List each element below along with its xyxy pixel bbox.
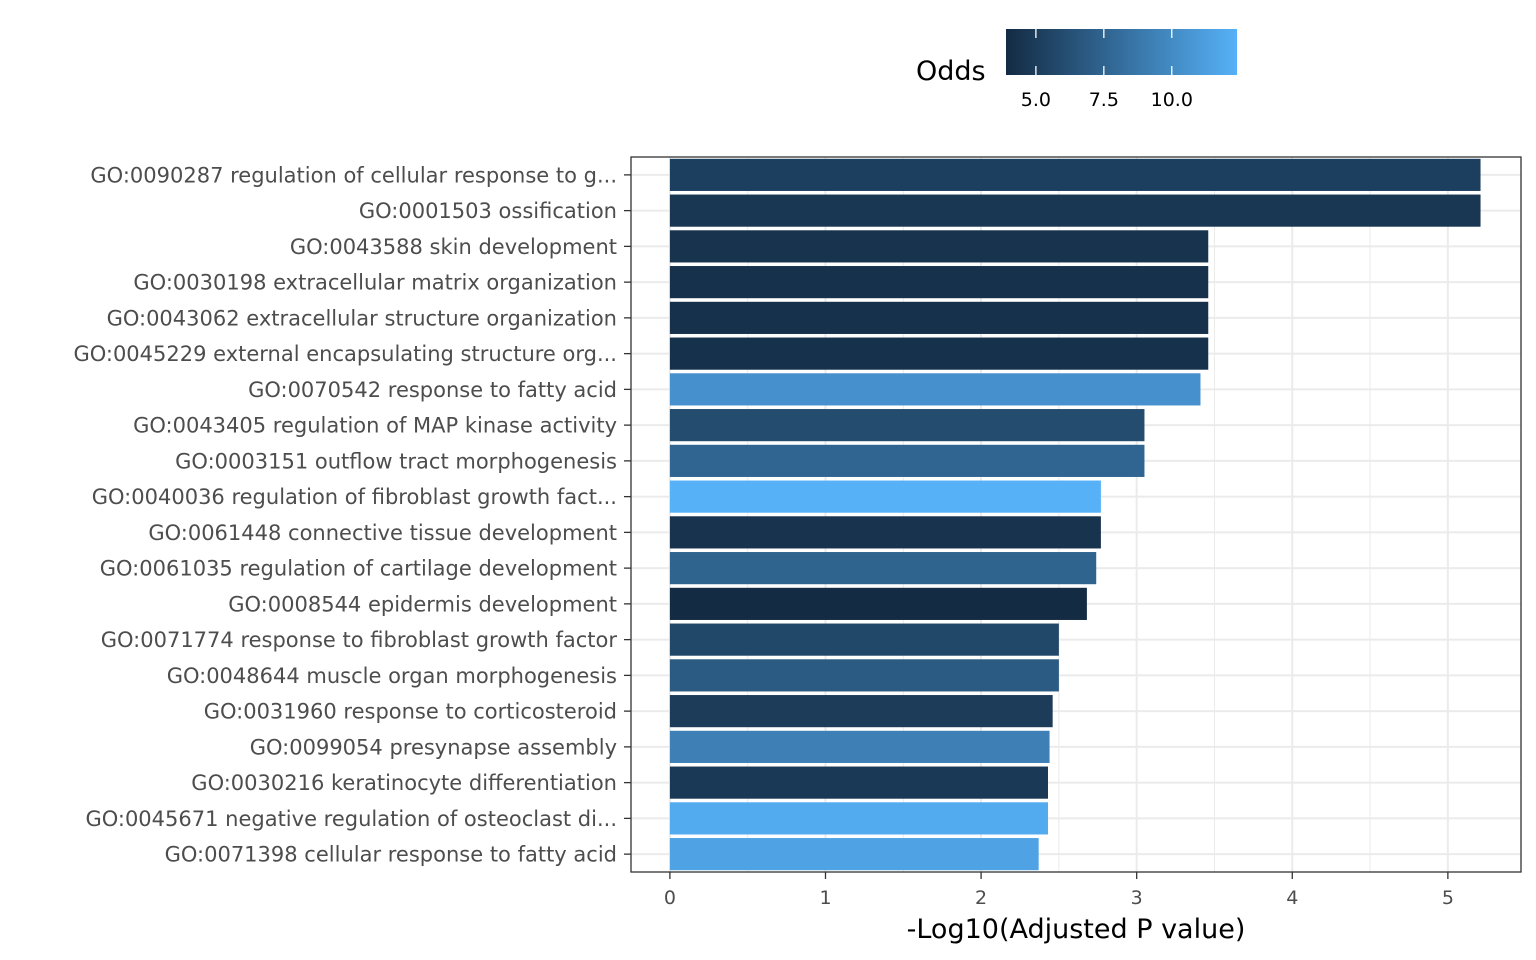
bar (669, 587, 1087, 620)
y-tick-label: GO:0061035 regulation of cartilage devel… (100, 557, 617, 581)
bar (669, 158, 1481, 191)
legend-title: Odds (916, 56, 986, 87)
bar (669, 730, 1050, 763)
y-tick-label: GO:0071774 response to fibroblast growth… (101, 628, 618, 652)
y-tick-label: GO:0003151 outflow tract morphogenesis (175, 449, 617, 473)
bar (669, 552, 1097, 585)
y-tick-label: GO:0045229 external encapsulating struct… (73, 342, 617, 366)
panel-background (631, 157, 1521, 872)
x-tick-label: 3 (1131, 887, 1143, 909)
bar (669, 802, 1048, 835)
y-tick-label: GO:0030216 keratinocyte differentiation (191, 771, 617, 795)
legend-tick-label: 7.5 (1089, 89, 1119, 111)
bar (669, 230, 1209, 263)
bar (669, 301, 1209, 334)
y-tick-label: GO:0071398 cellular response to fatty ac… (165, 843, 617, 867)
x-tick-label: 0 (664, 887, 676, 909)
legend-tick-label: 5.0 (1021, 89, 1051, 111)
legend: Odds 5.0 7.5 10.0 (916, 29, 1237, 111)
y-tick-label: GO:0043405 regulation of MAP kinase acti… (133, 414, 617, 438)
y-tick-label: GO:0043588 skin development (290, 235, 617, 259)
y-tick-label: GO:0031960 response to corticosteroid (204, 700, 617, 724)
y-tick-label: GO:0001503 ossification (359, 199, 617, 223)
y-tick-label: GO:0008544 epidermis development (228, 592, 617, 616)
y-tick-label: GO:0061448 connective tissue development (148, 521, 617, 545)
y-tick-label: GO:0070542 response to fatty acid (248, 378, 617, 402)
y-tick-label: GO:0048644 muscle organ morphogenesis (167, 664, 617, 688)
x-axis: 0 1 2 3 4 5 (664, 872, 1454, 909)
bar (669, 623, 1059, 656)
bar (669, 838, 1039, 871)
y-tick-label: GO:0043062 extracellular structure organ… (107, 306, 617, 330)
legend-tick-label: 10.0 (1151, 89, 1193, 111)
bar (669, 194, 1481, 227)
panel-border (630, 156, 1522, 873)
bar (669, 480, 1101, 513)
y-axis: GO:0090287 regulation of cellular respon… (73, 163, 631, 867)
bar (669, 409, 1145, 442)
legend-colorbar (1006, 29, 1237, 75)
x-axis-title: -Log10(Adjusted P value) (907, 914, 1246, 945)
bar (669, 659, 1059, 692)
x-tick-label: 2 (975, 887, 987, 909)
bar (669, 766, 1048, 799)
x-tick-label: 4 (1286, 887, 1298, 909)
bar (669, 337, 1209, 370)
y-tick-label: GO:0040036 regulation of fibroblast grow… (92, 485, 617, 509)
bar (669, 373, 1201, 406)
bar (669, 444, 1145, 477)
plot-panel (630, 156, 1522, 873)
x-tick-label: 5 (1442, 887, 1454, 909)
y-tick-label: GO:0099054 presynapse assembly (250, 735, 617, 759)
x-tick-label: 1 (819, 887, 831, 909)
bar (669, 516, 1101, 549)
y-tick-label: GO:0030198 extracellular matrix organiza… (133, 271, 617, 295)
y-tick-label: GO:0045671 negative regulation of osteoc… (85, 807, 617, 831)
y-tick-label: GO:0090287 regulation of cellular respon… (90, 163, 617, 187)
bar (669, 266, 1209, 299)
bar (669, 695, 1053, 728)
